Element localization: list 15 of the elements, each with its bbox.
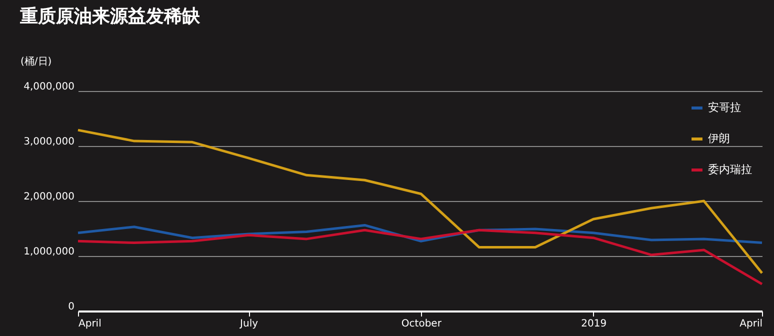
y-tick-label: 3,000,000 [24, 136, 74, 148]
x-tick-label: October [401, 318, 442, 330]
x-tick-label: 2019 [581, 318, 607, 330]
x-tick-label: April [78, 318, 102, 330]
legend-label: 伊朗 [708, 132, 730, 145]
y-tick-label: 2,000,000 [24, 192, 74, 202]
y-axis-title: (桶/日) [20, 56, 52, 68]
chart-title: 重质原油来源益发稀缺 [19, 6, 201, 27]
x-tick-label: July [239, 318, 258, 330]
legend-label: 安哥拉 [708, 101, 741, 114]
y-tick-label: 1,000,000 [24, 246, 74, 258]
legend-label: 委内瑞拉 [708, 163, 752, 176]
x-tick-label: April [740, 318, 762, 330]
y-tick-label: 4,000,000 [24, 82, 74, 92]
y-tick-label: 0 [68, 302, 74, 312]
